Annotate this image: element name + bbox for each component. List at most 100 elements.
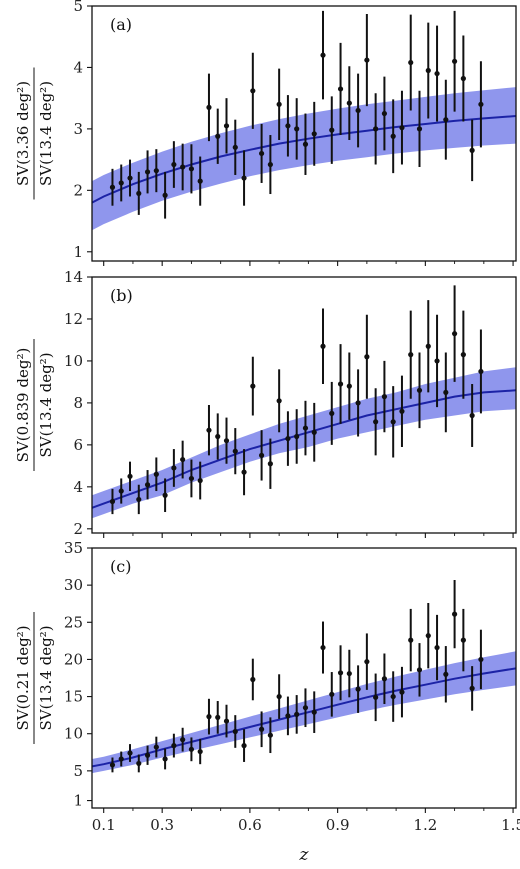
panel-1: 1 2 3 4 5 (a) SV(3.36 deg²) SV(13.4 deg²) xyxy=(14,0,517,266)
x-tick-label: 0.6 xyxy=(238,816,262,834)
data-point xyxy=(346,100,352,106)
data-point xyxy=(451,331,458,337)
data-point xyxy=(469,685,475,692)
data-point xyxy=(460,75,466,82)
y-tick-label: 4 xyxy=(73,478,83,496)
model-band xyxy=(92,87,516,231)
y-tick-label: 4 xyxy=(73,58,83,76)
x-tick-label: 0.9 xyxy=(326,816,350,834)
data-point xyxy=(232,144,238,150)
data-point xyxy=(302,425,309,431)
data-point xyxy=(337,381,344,387)
y-tick-label: 10 xyxy=(64,352,83,370)
data-point xyxy=(381,110,388,117)
data-point xyxy=(443,389,449,396)
data-point xyxy=(329,410,335,416)
data-point xyxy=(294,711,300,718)
y-tick-label: 14 xyxy=(64,268,83,286)
data-point xyxy=(188,475,195,482)
y-tick-label: 30 xyxy=(64,576,83,594)
data-point xyxy=(241,743,247,749)
data-point xyxy=(259,150,265,157)
data-point xyxy=(381,394,388,400)
data-point xyxy=(180,456,186,463)
y-tick-label: 20 xyxy=(64,650,83,668)
axes-frame xyxy=(91,547,517,809)
data-point xyxy=(408,352,414,358)
x-tick-label: 1.2 xyxy=(413,816,437,834)
data-point xyxy=(162,492,168,498)
panel-2: 2 4 6 8 10 12 14 (b) SV(0.839 deg²) SV(13.4 deg²) xyxy=(14,268,517,538)
data-point xyxy=(443,671,449,677)
data-point xyxy=(223,438,230,444)
data-point xyxy=(302,141,309,147)
y-label-numerator: SV(3.36 deg²) xyxy=(14,81,32,186)
data-point xyxy=(390,133,396,139)
data-point xyxy=(188,746,195,752)
data-point xyxy=(443,117,449,123)
data-point xyxy=(399,125,405,131)
data-point xyxy=(118,180,124,186)
data-point xyxy=(118,756,124,762)
data-point xyxy=(434,70,440,77)
data-point xyxy=(250,676,256,683)
plot-area xyxy=(92,285,516,519)
data-point xyxy=(337,670,344,676)
data-point xyxy=(197,477,203,484)
data-point xyxy=(259,726,265,732)
data-point xyxy=(399,408,405,414)
data-point xyxy=(346,383,352,389)
data-point xyxy=(267,161,273,168)
data-point xyxy=(478,656,484,663)
data-point xyxy=(425,343,431,349)
data-point xyxy=(478,368,484,375)
data-point xyxy=(109,762,116,768)
axes-frame xyxy=(91,5,517,262)
data-point xyxy=(373,126,379,132)
data-point xyxy=(451,611,458,617)
data-point xyxy=(311,429,317,435)
data-point xyxy=(136,760,142,767)
x-tick-label: 0.3 xyxy=(150,816,174,834)
data-point xyxy=(408,637,414,643)
data-point xyxy=(223,123,230,129)
y-tick-label: 15 xyxy=(64,688,83,706)
y-tick-label: 10 xyxy=(64,725,83,743)
data-point xyxy=(302,705,309,711)
data-point xyxy=(223,718,230,724)
data-point xyxy=(390,419,396,425)
data-point xyxy=(364,659,370,665)
data-point xyxy=(390,693,396,700)
panel-label: (b) xyxy=(110,286,133,305)
data-point xyxy=(285,713,291,719)
data-point xyxy=(127,473,133,479)
data-point xyxy=(215,433,221,440)
x-axis-label: z xyxy=(299,845,310,865)
data-point xyxy=(171,465,177,471)
y-label-numerator: SV(0.21 deg²) xyxy=(14,625,32,730)
data-point xyxy=(241,469,247,475)
data-point xyxy=(250,88,256,94)
y-tick-label: 6 xyxy=(73,436,83,454)
data-point xyxy=(171,161,177,168)
data-point xyxy=(206,104,212,110)
data-point xyxy=(355,107,361,114)
data-point xyxy=(215,133,221,139)
data-point xyxy=(373,419,379,425)
data-point xyxy=(355,686,361,692)
data-point xyxy=(259,452,265,458)
data-point xyxy=(232,448,238,454)
data-point xyxy=(144,482,151,488)
data-point xyxy=(109,498,116,505)
y-tick-label: 1 xyxy=(73,792,83,810)
data-point xyxy=(320,52,326,58)
plot-area xyxy=(92,579,516,774)
data-point xyxy=(180,737,186,743)
data-point xyxy=(215,714,221,720)
panel-label: (a) xyxy=(110,15,132,34)
data-point xyxy=(267,461,273,467)
data-point xyxy=(399,689,405,695)
data-point xyxy=(408,59,414,66)
data-point xyxy=(337,86,344,92)
